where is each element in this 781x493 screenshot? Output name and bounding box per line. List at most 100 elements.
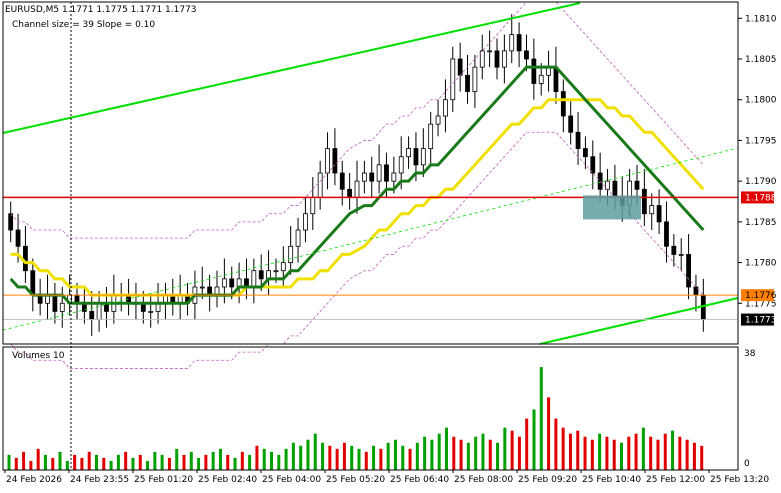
candle-body	[472, 66, 478, 92]
x-tick-label: 25 Feb 05:20	[326, 475, 385, 485]
candle-body	[605, 180, 610, 190]
candle-body	[479, 50, 485, 68]
candle-body	[406, 148, 411, 158]
y-tick-label: 1.1810	[745, 14, 777, 24]
candle-body	[590, 156, 596, 174]
candle-body	[332, 148, 338, 174]
candle-body	[678, 254, 684, 256]
candle-body	[443, 99, 448, 117]
volume-max-label: 38	[744, 349, 756, 359]
candle-body	[310, 197, 316, 215]
y-tick-label: 1.1805	[745, 55, 777, 65]
candle-body	[148, 311, 154, 313]
x-tick-label: 25 Feb 04:00	[262, 475, 321, 485]
channel-mid-line	[2, 147, 739, 331]
orange-line-price-tag-bg	[741, 289, 774, 302]
candle-body	[568, 115, 574, 133]
x-tick-label: 24 Feb 23:55	[70, 475, 129, 485]
candle-body	[560, 91, 566, 117]
candle-body	[524, 50, 529, 60]
candle-body	[649, 205, 655, 215]
candle-body	[221, 278, 227, 288]
candle-body	[384, 164, 389, 182]
candle-body	[583, 148, 588, 158]
x-tick-label: 24 Feb 2026	[6, 475, 62, 485]
candle-body	[435, 115, 441, 125]
candle-body	[199, 286, 205, 289]
envelope-upper	[10, 1, 704, 239]
candle-body	[8, 213, 14, 231]
candle-body	[531, 58, 537, 84]
candle-body	[612, 180, 618, 198]
candle-body	[280, 262, 286, 272]
x-tick-label: 25 Feb 09:20	[518, 475, 577, 485]
candle-body	[656, 205, 662, 223]
x-tick-label: 25 Feb 02:40	[198, 475, 257, 485]
candle-body	[303, 213, 308, 231]
y-tick-label: 1.1800	[745, 96, 777, 106]
y-tick-label: 1.1780	[745, 259, 777, 269]
axes: 1.1810 1.1805 1.1800 1.1795 1.1790 1.1785 1.17…	[2, 1, 777, 485]
candle-body	[516, 34, 522, 52]
candle-body	[59, 302, 65, 312]
candle-body	[664, 221, 669, 247]
candle-body	[686, 254, 691, 288]
indicator-info: Channel size = 39 Slope = 0.10	[12, 20, 155, 30]
candle-body	[509, 34, 515, 52]
candle-body	[457, 58, 463, 76]
candle-body	[693, 286, 699, 296]
candle-body	[398, 156, 404, 174]
candle-body	[641, 188, 647, 215]
x-tick-label: 25 Feb 13:20	[710, 475, 769, 485]
candle-body	[501, 50, 507, 68]
candle-body	[671, 245, 677, 255]
candle-body	[413, 148, 419, 166]
candle-body	[361, 172, 367, 182]
candle-body	[96, 302, 102, 320]
candle-body	[428, 123, 434, 149]
candle-body	[376, 164, 382, 182]
channel-lower-line	[539, 297, 739, 345]
candle-body	[258, 270, 264, 280]
candle-body	[288, 245, 294, 263]
candle-body	[494, 50, 500, 68]
volume-frame	[2, 346, 739, 471]
highlight-zone	[583, 195, 641, 220]
candle-body	[15, 229, 21, 247]
candle-body	[295, 229, 301, 247]
candle-body	[273, 270, 279, 273]
current-price-tag: 1.1773	[741, 313, 777, 326]
y-tick-label: 1.1795	[745, 136, 777, 146]
candle-body	[354, 180, 360, 198]
volume-zero-label: 0	[744, 459, 750, 469]
main-frame	[2, 1, 739, 345]
volume-pane	[7, 367, 704, 470]
candle-body	[347, 188, 353, 198]
red-line-price-tag-text: 1.1788	[745, 193, 777, 203]
candle-body	[575, 131, 581, 149]
candle-body	[52, 294, 58, 312]
candle-body	[229, 278, 235, 288]
y-tick-label: 1.1775	[745, 299, 777, 309]
y-tick-label: 1.1785	[745, 218, 777, 228]
channel-upper-line	[2, 2, 581, 134]
red-line-price-tag-bg	[741, 191, 774, 204]
x-tick-label: 25 Feb 01:20	[134, 475, 193, 485]
candle-body	[465, 74, 470, 92]
envelope-lower	[10, 131, 704, 369]
candle-body	[487, 50, 493, 53]
y-tick-label: 1.1790	[745, 177, 777, 187]
x-tick-label: 25 Feb 12:00	[646, 475, 705, 485]
volume-title: Volumes 10	[12, 351, 65, 361]
candle-body	[317, 172, 323, 198]
red-line-price-tag: 1.1788	[741, 191, 777, 204]
candle-body	[339, 172, 345, 190]
candle-body	[325, 148, 330, 174]
candle-body	[634, 180, 640, 190]
current-price-tag-text: 1.1773	[745, 316, 777, 326]
x-tick-label: 25 Feb 08:00	[454, 475, 513, 485]
orange-line-price-tag-text: 1.1776	[745, 291, 777, 301]
main-pane	[2, 1, 739, 369]
